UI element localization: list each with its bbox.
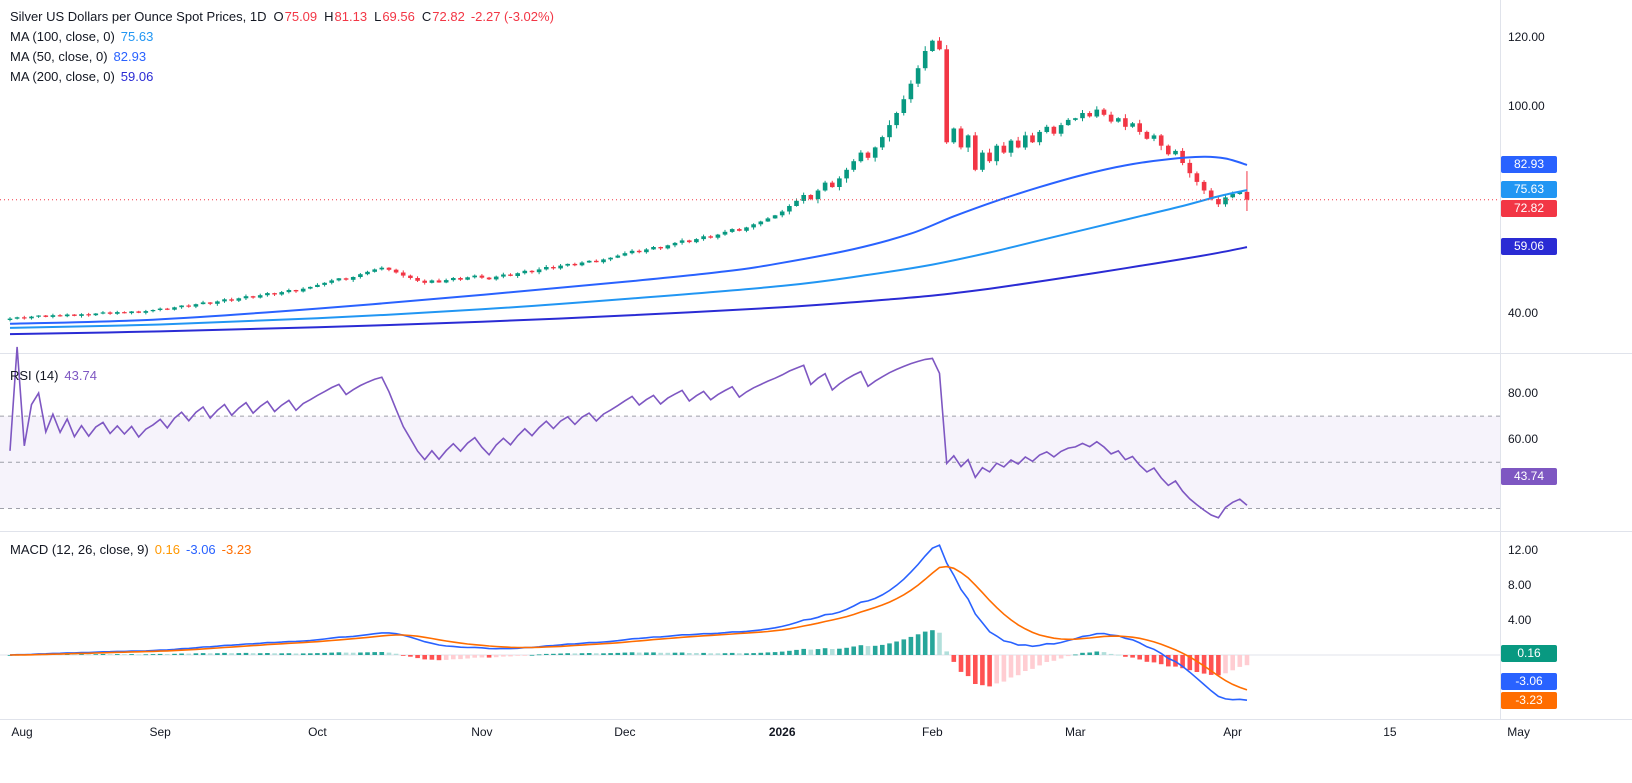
macd-signal-value: -3.23 (221, 542, 252, 557)
ma-50-row[interactable]: MA (50, close, 0) 82.93 (10, 47, 554, 67)
open-label: O (273, 9, 284, 24)
macd-line-value: -3.06 (186, 542, 216, 557)
ma50-value: 82.93 (113, 49, 147, 64)
ma-50-line (9, 155, 1248, 325)
ma200-label: MA (200, close, 0) (10, 69, 115, 84)
candlestick-series (7, 37, 1250, 322)
rsi-label: RSI (14) (10, 368, 59, 383)
ma-100-row[interactable]: MA (100, close, 0) 75.63 (10, 27, 554, 47)
high-label: H (324, 9, 334, 24)
ma-200-line (9, 246, 1248, 336)
macd-label: MACD (12, 26, close, 9) (10, 542, 149, 557)
high-value: 81.13 (334, 9, 368, 24)
macd-legend[interactable]: MACD (12, 26, close, 9) 0.16 -3.06 -3.23 (10, 540, 251, 560)
close-label: C (421, 9, 432, 24)
low-value: 69.56 (382, 9, 415, 24)
macd-hist-value: 0.16 (154, 542, 181, 557)
ma100-value: 75.63 (120, 29, 154, 44)
symbol-title: Silver US Dollars per Ounce Spot Prices,… (10, 9, 267, 24)
rsi-value: 43.74 (64, 368, 97, 383)
rsi-legend[interactable]: RSI (14) 43.74 (10, 366, 97, 386)
macd-signal-line (9, 565, 1248, 691)
macd-line (9, 544, 1248, 701)
symbol-row[interactable]: Silver US Dollars per Ounce Spot Prices,… (10, 7, 554, 27)
rsi-line (9, 346, 1248, 519)
ma200-value: 59.06 (120, 69, 154, 84)
low-label: L (374, 9, 382, 24)
close-value: 72.82 (432, 9, 465, 24)
ma50-label: MA (50, close, 0) (10, 49, 108, 64)
open-value: 75.09 (284, 9, 318, 24)
price-legend: Silver US Dollars per Ounce Spot Prices,… (10, 7, 554, 87)
price-axis[interactable] (1500, 0, 1632, 719)
time-axis[interactable] (0, 719, 1632, 783)
ma100-label: MA (100, close, 0) (10, 29, 115, 44)
ma-100-line (9, 189, 1248, 329)
change-value: -2.27 (-3.02%) (470, 9, 554, 24)
ma-200-row[interactable]: MA (200, close, 0) 59.06 (10, 67, 554, 87)
